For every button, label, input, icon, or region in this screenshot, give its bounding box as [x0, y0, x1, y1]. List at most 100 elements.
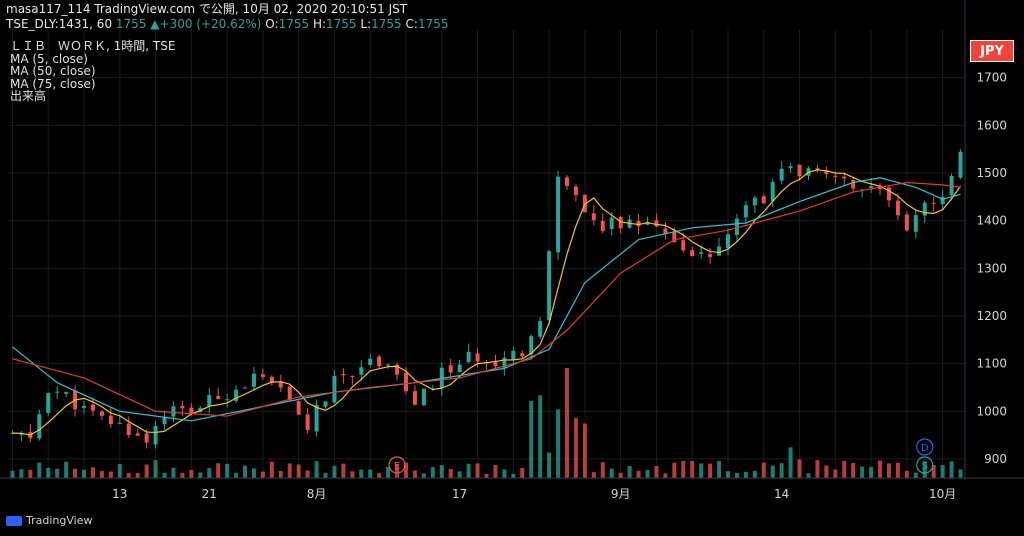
volume-bar [851, 462, 856, 478]
x-tick-label: 14 [774, 487, 789, 501]
candle-body [895, 200, 900, 216]
candle-body [699, 252, 704, 254]
volume-bar [323, 472, 328, 478]
candle-body [243, 387, 248, 389]
volume-bar [225, 463, 230, 478]
candle-body [421, 388, 426, 406]
marker-s-label: S [922, 461, 928, 472]
candle-body [931, 202, 936, 204]
indicator-legend: ＬＩＢ ＷＯＲＫ, 1時間, TSE MA (5, close) MA (50,… [10, 40, 175, 103]
candle-body [314, 405, 319, 432]
volume-bar [869, 466, 874, 478]
volume-bar [663, 473, 668, 478]
x-tick-label: 17 [452, 487, 467, 501]
volume-bar [725, 471, 730, 478]
ma75-line [12, 181, 961, 417]
volume-bar [654, 465, 659, 478]
legend-volume[interactable]: 出来高 [10, 89, 47, 103]
candle-body [37, 414, 42, 439]
volume-bar [108, 471, 113, 478]
candle-body [171, 406, 176, 417]
candle-body [395, 364, 400, 375]
candle-body [940, 196, 945, 205]
volume-bar [815, 460, 820, 478]
publish-info: masa117_114 TradingView.com で公開, 10月 02,… [6, 2, 408, 16]
chart-header: masa117_114 TradingView.com で公開, 10月 02,… [6, 2, 448, 32]
symbol-interval: TSE_DLY:1431, 60 [6, 17, 113, 31]
price-change: ▲+300 (+20.62%) [150, 17, 262, 31]
candle-body [457, 364, 462, 373]
open-value: 1755 [278, 17, 310, 31]
ma5-line [12, 169, 962, 436]
tradingview-brand[interactable]: TradingView [6, 514, 92, 527]
candle-body [82, 405, 87, 408]
candle-body [564, 177, 569, 186]
volume-bar [10, 470, 15, 478]
volume-bar [833, 469, 838, 478]
volume-bar [251, 468, 256, 478]
volume-bar [797, 459, 802, 478]
volume-bar [350, 471, 355, 478]
candle-body [886, 187, 891, 201]
volume-bar [699, 463, 704, 478]
volume-bar [770, 465, 775, 478]
low-label: L: [360, 17, 372, 31]
high-value: 1755 [326, 17, 357, 31]
x-tick-label: 10月 [929, 487, 956, 501]
candle-body [654, 220, 659, 227]
volume-bars [10, 368, 963, 478]
volume-bar [368, 469, 373, 478]
candle-body [234, 389, 239, 401]
volume-bar [761, 462, 766, 478]
volume-bar [46, 467, 51, 478]
volume-bar [573, 418, 578, 478]
candle-body [725, 234, 730, 249]
volume-bar [332, 465, 337, 478]
candle-body [573, 186, 578, 195]
candle-body [851, 179, 856, 189]
volume-bar [886, 463, 891, 478]
volume-bar [788, 447, 793, 478]
legend-ma5[interactable]: MA (5, close) [10, 51, 88, 66]
volume-bar [582, 423, 587, 478]
volume-bar [609, 468, 614, 478]
volume-bar [207, 468, 212, 478]
high-label: H: [312, 17, 327, 31]
candle-body [225, 399, 230, 401]
volume-bar [708, 463, 713, 478]
legend-ma75[interactable]: MA (75, close) [10, 76, 96, 91]
volume-bar [37, 462, 42, 478]
x-tick-label: 8月 [307, 487, 327, 501]
volume-bar [734, 472, 739, 478]
volume-bar [73, 468, 78, 478]
candle-body [162, 417, 167, 425]
legend-ma50[interactable]: MA (50, close) [10, 64, 96, 78]
marker-e-label: E [394, 461, 400, 472]
candle-body [341, 374, 346, 376]
volume-bar [779, 463, 784, 478]
event-markers: E DS [388, 438, 934, 474]
low-value: 1755 [371, 17, 402, 31]
candle-body [922, 202, 927, 216]
candle-body [377, 356, 382, 367]
volume-bar [618, 472, 623, 478]
candle-body [359, 367, 364, 375]
volume-bar [672, 462, 677, 478]
volume-bar [743, 471, 748, 478]
tradingview-logo-icon [6, 515, 22, 526]
marker-e-circle [388, 456, 406, 474]
candle-body [770, 182, 775, 202]
volume-bar [162, 472, 167, 478]
volume-bar [386, 466, 391, 478]
volume-bar [931, 464, 936, 478]
candle-body [439, 367, 444, 388]
volume-bar [547, 452, 552, 478]
volume-bar [556, 409, 561, 478]
volume-bar [913, 472, 918, 478]
volume-bar [904, 470, 909, 478]
candle-body [904, 214, 909, 231]
volume-bar [502, 469, 507, 478]
volume-bar [636, 470, 641, 478]
volume-bar [538, 395, 543, 478]
candle-body [287, 386, 292, 400]
